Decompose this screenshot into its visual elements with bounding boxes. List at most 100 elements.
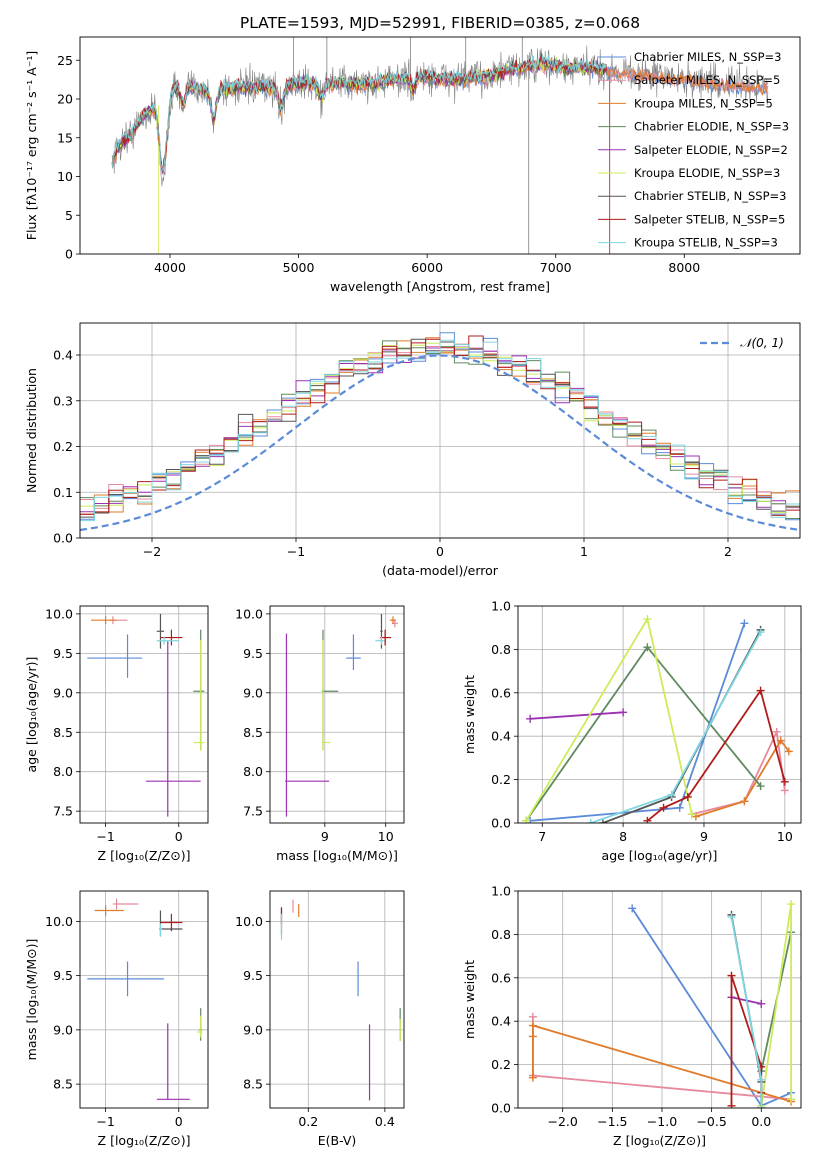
y-tick-label: 9.0	[53, 1022, 73, 1037]
series-marker	[528, 1032, 537, 1041]
series-chab_miles	[526, 619, 749, 823]
y-axis-label: mass [log₁₀(M/M⊙)]	[24, 939, 39, 1061]
y-tick-label: 10.0	[45, 606, 73, 621]
errorbar-point-kroupa_elodie	[193, 639, 205, 751]
series-marker	[727, 971, 736, 980]
legend: 𝒩(0, 1)	[700, 336, 784, 350]
x-tick-label: −1.0	[647, 1114, 677, 1129]
model-line-chab_stelib	[111, 57, 607, 172]
series-kroupa_stelib	[727, 913, 766, 1108]
y-tick-label: 0.4	[491, 1014, 511, 1029]
errorbar-point-chab_stelib	[156, 613, 165, 649]
x-axis-label: Z [log₁₀(Z/Z⊙)]	[98, 1133, 191, 1148]
chart-age_vs_Z: −1 0 7.5 8.0 8.5 9.0 9.5 10.0 Z [log₁₀(Z/Z⊙)] age…	[24, 605, 209, 863]
x-tick-label: 0.2	[298, 1114, 318, 1129]
y-axis-label: mass weight	[462, 960, 477, 1039]
axes-frame	[517, 605, 802, 824]
legend-label: Salpeter MILES, N_SSP=5	[634, 73, 780, 87]
series-marker	[787, 900, 796, 909]
plot-area	[80, 606, 208, 823]
y-tick-label: 0.6	[491, 970, 511, 985]
legend-label: Kroupa MILES, N_SSP=5	[634, 96, 773, 110]
x-tick-label: 2	[724, 544, 732, 559]
series-marker	[756, 686, 765, 695]
series-marker	[727, 1101, 736, 1108]
y-tick-label: 0.3	[53, 393, 73, 408]
x-tick-label: 7	[538, 829, 546, 844]
y-tick-label: 0.0	[491, 816, 511, 831]
errorbar-point-salp_miles	[112, 898, 139, 910]
y-tick-label: 10.0	[235, 606, 263, 621]
x-tick-label: 1	[580, 544, 588, 559]
x-axis-label: Z [log₁₀(Z/Z⊙)]	[613, 1133, 706, 1148]
y-tick-label: 7.5	[53, 804, 73, 819]
x-tick-label: −2.0	[548, 1114, 578, 1129]
axes-frame	[79, 322, 801, 539]
errorbar-point-chab_miles	[87, 961, 165, 997]
chart-spectrum: 4000 5000 6000 7000 8000 0 5 10 15 20 25 wavelength…	[24, 36, 801, 294]
series-marker	[528, 1021, 537, 1030]
errorbar-point-kroupa_miles	[90, 616, 117, 625]
legend-label: Salpeter STELIB, N_SSP=5	[634, 212, 785, 226]
y-tick-label: 0.2	[491, 1057, 511, 1072]
y-tick-label: 9.5	[53, 646, 73, 661]
y-tick-label: 0.2	[491, 772, 511, 787]
series-line	[530, 711, 624, 720]
errorbar-point-chab_miles	[87, 634, 143, 678]
series-marker	[757, 1104, 766, 1108]
y-tick-label: 9.5	[243, 646, 263, 661]
series-marker	[586, 819, 595, 823]
errorbar-point-salp_elodie	[156, 1023, 190, 1100]
x-tick-label: −1.5	[597, 1114, 627, 1129]
series-line	[730, 916, 763, 1108]
series-kroupa_stelib	[586, 628, 765, 823]
model-line-kroupa_elodie	[111, 56, 607, 171]
y-tick-label: 10.0	[235, 914, 263, 929]
series-kroupa_miles	[691, 736, 793, 821]
y-tick-label: 0.4	[53, 348, 73, 363]
plot-area	[518, 891, 801, 1108]
x-tick-label: −1	[287, 544, 305, 559]
chart-residuals: −2 −1 0 1 2 0.0 0.1 0.2 0.3 0.4 (data-model)/error…	[24, 322, 801, 578]
x-tick-label: −0.5	[696, 1114, 726, 1129]
y-tick-label: 0.8	[491, 642, 511, 657]
axes-frame	[517, 890, 802, 1109]
y-tick-label: 0.0	[53, 531, 73, 546]
legend-label: Kroupa STELIB, N_SSP=3	[634, 236, 778, 250]
x-tick-label: 0	[436, 544, 444, 559]
y-tick-label: 15	[57, 130, 73, 145]
series-marker	[526, 714, 535, 723]
series-kroupa_miles	[528, 1021, 796, 1106]
model-line-kroupa_stelib	[111, 54, 607, 172]
x-tick-label: −1	[96, 829, 114, 844]
x-tick-label: 0	[175, 829, 183, 844]
series-marker	[619, 708, 628, 717]
errorbar-point-kroupa_stelib	[156, 636, 179, 645]
y-tick-label: 8.5	[243, 1077, 263, 1092]
series-marker	[757, 999, 766, 1008]
series-marker	[675, 803, 684, 812]
errorbar-point-salp_elodie	[145, 641, 201, 817]
series-marker	[691, 812, 700, 821]
series-marker	[628, 904, 637, 913]
x-tick-label: 7000	[540, 260, 572, 275]
y-tick-label: 8.0	[53, 764, 73, 779]
series-marker	[659, 803, 668, 812]
series-marker	[687, 810, 696, 819]
plot-area	[270, 891, 404, 1108]
series-line	[525, 645, 762, 822]
y-tick-label: 1.0	[491, 599, 511, 614]
series-salp_stelib	[643, 686, 789, 823]
errorbar-point-kroupa_miles	[389, 616, 397, 625]
series-kroupa_elodie	[757, 900, 796, 1108]
plot-area	[80, 891, 208, 1108]
y-tick-label: 0	[65, 247, 73, 262]
y-tick-label: 0.6	[491, 685, 511, 700]
errorbar-point-chab_miles	[346, 634, 361, 670]
y-axis-label: Flux [fλ10⁻¹⁷ erg cm⁻² s⁻¹ A⁻¹]	[24, 51, 39, 240]
y-tick-label: 8.5	[53, 1077, 73, 1092]
series-marker	[528, 1073, 537, 1082]
errorbar-point-salp_stelib	[380, 629, 392, 646]
y-axis-label: mass weight	[462, 675, 477, 754]
